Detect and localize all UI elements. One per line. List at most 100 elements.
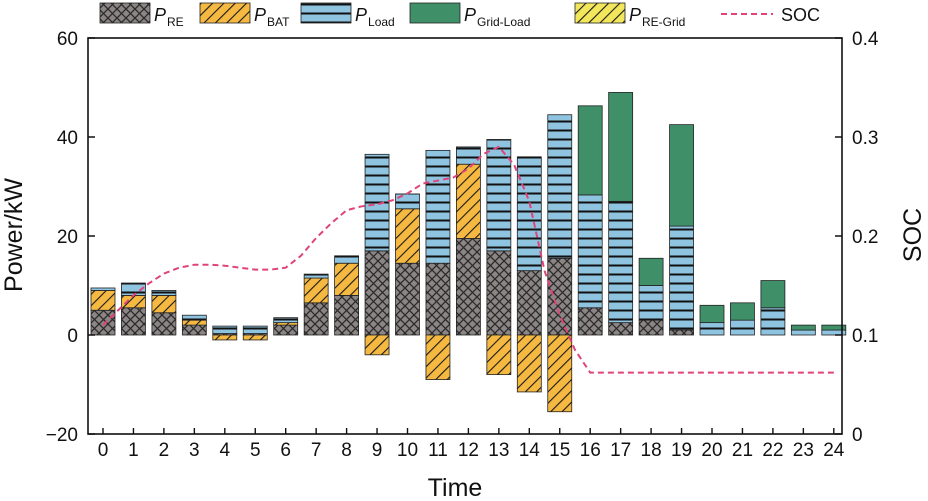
bar-p-re-6 [273,324,299,336]
bar-p-load-5 [242,325,268,334]
bar-p-grid-load-22 [760,280,786,309]
bar-p-load-16 [577,194,603,309]
bar-p-bat-1 [121,294,146,309]
bar-p-re-14 [516,270,542,336]
bar-p-load-14 [516,156,542,272]
bar-p-load-21 [730,319,755,336]
bar-p-grid-load-18 [638,257,664,286]
bar-p-load-7 [303,273,329,279]
bar-p-re-15 [547,257,573,336]
x-tick-label-6: 6 [280,440,291,461]
y-tick-label-4: 60 [57,29,78,50]
legend-swatch-3 [409,2,461,24]
x-tick-label-18: 18 [641,440,662,461]
x-tick-label-12: 12 [458,440,479,461]
x-tick-label-1: 1 [128,440,139,461]
legend-swatch-2 [300,2,352,24]
bar-p-re-3 [181,324,207,336]
x-tick-label-24: 24 [823,440,845,461]
y-tick-label-2: 20 [57,227,78,248]
bar-p-load-12 [455,146,481,165]
bars-layer [90,92,847,413]
bar-p-bat-2 [151,294,177,314]
x-tick-label-22: 22 [762,440,783,461]
bar-p-grid-load-23 [790,324,816,331]
bar-p-re-0 [90,309,116,336]
bar-p-load-15 [547,114,573,259]
x-tick-label-4: 4 [220,440,231,461]
bar-p-bat-12 [455,163,481,239]
bar-p-load-3 [181,314,207,321]
bar-p-grid-load-20 [699,304,725,324]
y2-tick-label-0: 0 [852,425,863,446]
bar-p-re-12 [455,238,481,336]
bar-p-load-11 [425,149,451,264]
bar-p-re-17 [608,322,634,336]
x-tick-label-14: 14 [519,440,541,461]
bar-p-bat-13 [486,334,512,375]
x-tick-label-17: 17 [610,440,631,461]
x-tick-label-11: 11 [428,440,448,461]
y2-tick-label-4: 0.4 [852,29,879,50]
x-tick-label-23: 23 [793,440,814,461]
y2-tick-label-3: 0.3 [852,128,878,149]
legend-label-1: PBAT [254,5,290,29]
bar-p-grid-load-19 [669,124,694,227]
bar-p-load-8 [334,255,360,264]
y2-axis-title: SOC [899,208,927,262]
x-tick-label-15: 15 [549,440,570,461]
legend: PRE PBAT PLoad PGrid-Load PRE-Grid SOC [99,2,820,29]
bar-p-grid-load-17 [608,92,634,202]
bar-p-re-7 [303,302,329,336]
y-tick-label-0: −20 [46,425,78,446]
soc-line [102,145,834,374]
bar-p-grid-load-21 [730,302,755,321]
bar-p-bat-0 [90,290,116,311]
bar-p-bat-7 [303,277,329,304]
legend-label-2: PLoad [355,5,395,29]
x-tick-label-9: 9 [372,440,383,461]
bar-p-bat-4 [212,334,238,341]
bar-p-load-23 [790,329,816,336]
y2-tick-label-2: 0.2 [852,227,878,248]
x-tick-label-13: 13 [488,440,509,461]
bar-p-re-18 [638,319,664,336]
y-tick-label-3: 40 [57,128,78,149]
bar-p-load-22 [760,307,786,336]
bar-p-bat-15 [547,334,573,413]
bar-p-re-8 [334,294,360,336]
bar-p-bat-14 [516,334,542,393]
legend-swatch-0 [99,2,151,24]
bar-p-re-9 [364,250,390,336]
bar-p-re-10 [395,262,420,336]
x-tick-label-0: 0 [98,440,109,461]
bar-p-bat-11 [425,334,451,380]
bar-p-load-19 [669,225,694,331]
bar-p-load-18 [638,285,664,321]
bar-p-re-19 [669,329,694,336]
x-tick-label-7: 7 [311,440,322,461]
legend-label-3: PGrid-Load [464,5,530,29]
bar-p-re-16 [577,307,603,336]
legend-label-5: SOC [781,5,820,25]
legend-swatch-4 [574,2,626,24]
bar-p-re-13 [486,250,512,336]
x-tick-label-16: 16 [580,440,601,461]
bar-p-bat-3 [181,319,207,326]
bar-p-load-6 [273,317,299,324]
x-tick-label-2: 2 [159,440,170,461]
x-tick-label-3: 3 [189,440,200,461]
bar-p-load-0 [90,287,116,291]
x-tick-label-20: 20 [701,440,722,461]
bar-p-load-9 [364,153,390,252]
legend-swatch-1 [199,2,251,24]
bar-p-bat-9 [364,334,390,356]
bar-p-load-4 [212,325,238,334]
soc-line-layer [102,145,834,374]
x-tick-label-5: 5 [250,440,261,461]
y-tick-label-1: 0 [67,326,78,347]
bar-p-bat-8 [334,262,360,296]
y-axis-title: Power/kW [0,178,28,292]
bar-p-re-2 [151,312,177,336]
